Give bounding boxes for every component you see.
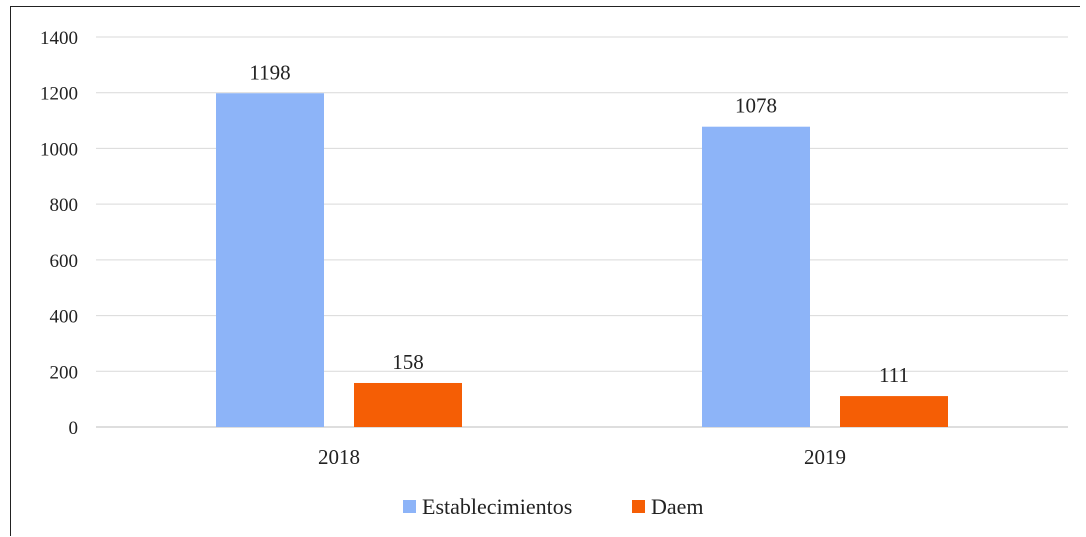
legend-swatch-establecimientos <box>403 500 416 513</box>
x-tick-label: 2019 <box>804 445 846 469</box>
y-tick-label: 1400 <box>40 28 78 49</box>
y-tick-label: 1200 <box>40 84 78 105</box>
y-tick-label: 400 <box>50 307 79 328</box>
x-tick-label: 2018 <box>318 445 360 469</box>
legend-swatch-daem <box>632 500 645 513</box>
data-label: 1198 <box>249 60 290 84</box>
data-label: 1078 <box>735 94 777 118</box>
chart-frame <box>10 6 1080 536</box>
bar-daem-2019 <box>840 396 948 427</box>
bar-establecimientos-2019 <box>702 126 810 427</box>
y-tick-label: 0 <box>69 418 79 439</box>
bar-daem-2018 <box>354 382 462 427</box>
y-tick-label: 800 <box>50 195 79 216</box>
y-tick-label: 600 <box>50 251 79 272</box>
data-label: 111 <box>879 363 909 387</box>
y-tick-label: 1000 <box>40 139 78 160</box>
data-label: 158 <box>392 350 424 374</box>
y-tick-label: 200 <box>50 362 79 383</box>
legend-label-daem: Daem <box>651 494 704 519</box>
bar-establecimientos-2018 <box>216 93 324 428</box>
legend-label-establecimientos: Establecimientos <box>422 494 572 519</box>
